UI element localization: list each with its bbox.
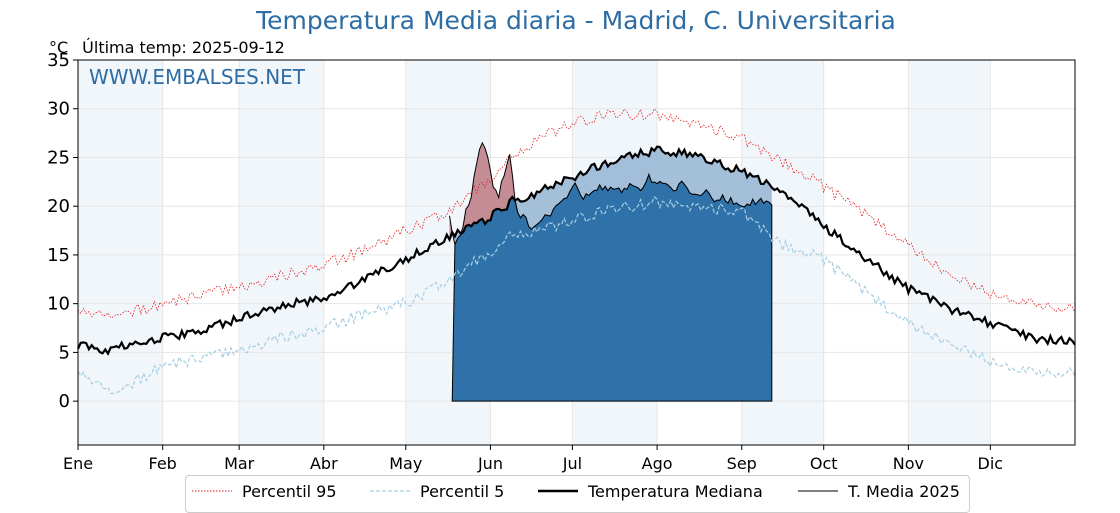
x-tick-label: Ago <box>642 454 673 473</box>
legend-label-median: Temperatura Mediana <box>588 481 763 501</box>
legend-swatch-median <box>538 489 578 493</box>
series-line-p5 <box>77 196 1076 395</box>
legend-label-p95: Percentil 95 <box>242 481 337 501</box>
x-tick-label: Feb <box>149 454 177 473</box>
legend: Percentil 95 Percentil 5 Temperatura Med… <box>185 475 970 513</box>
x-tick-label: Jun <box>477 454 503 473</box>
y-tick-label: 35 <box>47 50 70 71</box>
x-tick-label: Sep <box>727 454 757 473</box>
legend-item-p95: Percentil 95 <box>192 481 337 501</box>
x-axis: Ene Feb Mar Abr May Jun Jul Ago Sep Oct Nov Dic <box>63 445 1003 473</box>
y-tick-label: 5 <box>59 342 70 363</box>
month-band-mar <box>239 60 324 445</box>
x-tick-label: Dic <box>978 454 1004 473</box>
series-line-current <box>449 141 773 247</box>
area-fills <box>449 142 773 402</box>
month-band-nov <box>908 60 991 445</box>
x-tick-label: Mar <box>224 454 255 473</box>
legend-label-p5: Percentil 5 <box>420 481 505 501</box>
y-tick-label: 15 <box>47 245 70 266</box>
series-line-p95 <box>77 108 1076 319</box>
y-tick-label: 30 <box>47 99 70 120</box>
fill-median-gap <box>449 142 772 245</box>
subtitle: °C Última temp: 2025-09-12 <box>49 38 285 57</box>
series-lines <box>76 108 1076 395</box>
x-tick-label: Jul <box>562 454 582 473</box>
y-tick-label: 0 <box>59 391 70 412</box>
y-axis: 0 5 10 15 20 25 30 35 <box>47 50 78 412</box>
legend-swatch-p95 <box>192 490 232 492</box>
last-reading-label: Última temp: 2025-09-12 <box>82 38 285 57</box>
chart: 0 5 10 15 20 25 30 35 Ene Feb Mar Abr May Jun Jul Ago S… <box>47 50 1076 473</box>
plot-frame <box>77 59 1076 446</box>
legend-item-current: T. Media 2025 <box>798 481 960 501</box>
x-tick-label: May <box>389 454 422 473</box>
legend-label-current: T. Media 2025 <box>848 481 960 501</box>
month-band-ene <box>78 60 163 445</box>
chart-title: Temperatura Media diaria - Madrid, C. Un… <box>256 6 896 35</box>
x-tick-label: Abr <box>310 454 338 473</box>
legend-item-p5: Percentil 5 <box>370 481 504 501</box>
y-tick-label: 25 <box>47 147 70 168</box>
y-tick-label: 10 <box>47 294 70 315</box>
watermark: WWW.EMBALSES.NET <box>89 65 306 89</box>
x-tick-label: Nov <box>893 454 924 473</box>
y-tick-label: 20 <box>47 196 70 217</box>
series-line-median <box>76 145 1076 356</box>
legend-item-median: Temperatura Mediana <box>538 481 763 501</box>
grid-lines <box>77 59 1075 445</box>
unit-label: °C <box>49 38 69 57</box>
x-tick-label: Oct <box>810 454 838 473</box>
x-tick-label: Ene <box>63 454 93 473</box>
legend-swatch-p5 <box>370 490 410 492</box>
legend-swatch-current <box>798 490 838 492</box>
